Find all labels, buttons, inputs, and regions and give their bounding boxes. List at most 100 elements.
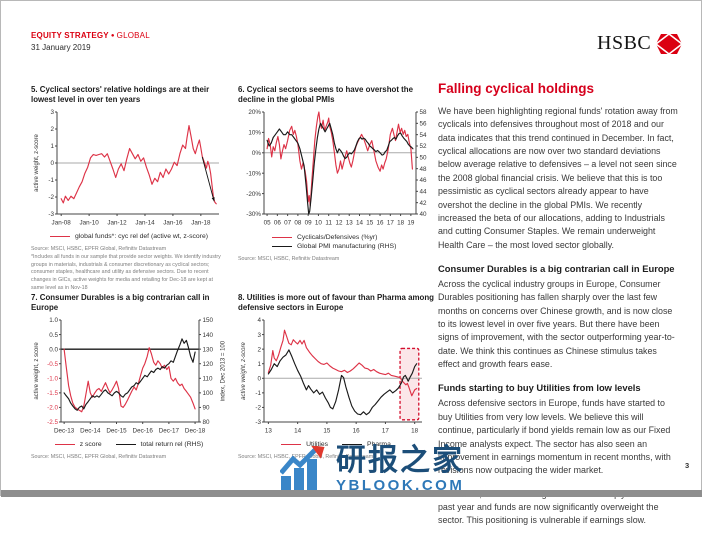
- svg-text:1.0: 1.0: [49, 317, 58, 324]
- svg-text:14: 14: [294, 428, 302, 435]
- svg-text:12: 12: [335, 220, 343, 227]
- report-category: EQUITY STRATEGY ● GLOBAL: [31, 31, 150, 40]
- chart-6-legend-item-1: Cyclicals/Defensives (%yr): [272, 234, 377, 241]
- article-paragraph-2: Across the cyclical industry groups in E…: [438, 278, 675, 370]
- article-column: Falling cyclical holdings We have been h…: [438, 81, 679, 538]
- chart-7-legend-label-2: total return rel (RHS): [140, 441, 204, 449]
- svg-text:05: 05: [264, 220, 272, 227]
- category-label: EQUITY STRATEGY: [31, 31, 109, 40]
- legend-swatch-black: [115, 444, 136, 446]
- svg-text:14: 14: [356, 220, 364, 227]
- chart-5-legend-label: global funds*: cyc rel def (active wt, z…: [75, 233, 208, 241]
- svg-text:80: 80: [203, 419, 211, 426]
- svg-text:3: 3: [50, 109, 54, 116]
- source-text: Source: MSCI, HSBC, EPFR Global, Refinit…: [31, 246, 167, 253]
- chart-8-legend-item-1: Utilities: [281, 441, 328, 448]
- chart-8-legend-label-2: Pharma: [367, 441, 391, 449]
- svg-text:18: 18: [411, 428, 419, 435]
- svg-text:08: 08: [294, 220, 302, 227]
- svg-text:-10%: -10%: [246, 171, 261, 178]
- svg-text:-30%: -30%: [246, 211, 261, 218]
- chart-5-legend: global funds*: cyc rel def (active wt, z…: [31, 233, 227, 240]
- chart-7-consumer-durables: 7. Consumer Durables is a big contrarian…: [31, 293, 227, 462]
- svg-text:10: 10: [315, 220, 323, 227]
- svg-text:Dec-14: Dec-14: [80, 428, 101, 435]
- chart-7-legend: z score total return rel (RHS): [31, 441, 227, 448]
- hsbc-wordmark: HSBC: [597, 32, 652, 54]
- svg-text:-1: -1: [48, 177, 54, 184]
- chart-6-plot: 20% 10% 0% -10% -20% -30% 58 56 54 52 50 48 46 44 42 40…: [246, 109, 428, 227]
- svg-text:13: 13: [346, 220, 354, 227]
- svg-text:120: 120: [203, 361, 214, 368]
- region-label: GLOBAL: [116, 31, 150, 40]
- chart-5-title: 5. Cyclical sectors' relative holdings a…: [31, 85, 210, 104]
- svg-text:17: 17: [382, 428, 390, 435]
- svg-text:Jan-14: Jan-14: [135, 220, 155, 227]
- svg-text:0%: 0%: [252, 150, 262, 157]
- svg-text:19: 19: [407, 220, 415, 227]
- svg-text:-2: -2: [255, 405, 261, 412]
- source-text: Source: MSCI, HSBC, Refinitiv Datastream: [238, 256, 340, 263]
- svg-text:48: 48: [420, 166, 428, 173]
- chart-6-pmi-overshoot: 6. Cyclical sectors seems to have oversh…: [238, 85, 434, 264]
- svg-text:4: 4: [257, 317, 261, 324]
- chart-7-source: Source: MSCI, HSBC, EPFR Global, Refinit…: [31, 454, 227, 462]
- svg-text:110: 110: [203, 376, 214, 383]
- chart-6-legend-label-2: Global PMI manufacturing (RHS): [297, 243, 397, 251]
- svg-text:Dec-17: Dec-17: [159, 428, 180, 435]
- bar-chart-arrow-icon: [280, 446, 325, 494]
- watermark-site: YBLOOK.COM: [336, 477, 465, 494]
- article-paragraph-3: Across defensive sectors in Europe, fund…: [438, 398, 671, 476]
- svg-text:0: 0: [257, 376, 261, 383]
- article-paragraph-1: We have been highlighting regional funds…: [438, 106, 678, 250]
- svg-text:16: 16: [353, 428, 361, 435]
- svg-text:56: 56: [420, 121, 428, 128]
- legend-swatch-red: [272, 237, 292, 239]
- svg-text:17: 17: [387, 220, 395, 227]
- svg-text:140: 140: [203, 332, 214, 339]
- svg-text:0.0: 0.0: [49, 347, 58, 354]
- chart-7-legend-label-1: z score: [79, 441, 102, 449]
- article-subheading-2: Funds starting to buy Utilities from low…: [438, 382, 641, 394]
- svg-text:Dec-13: Dec-13: [54, 428, 75, 435]
- svg-text:46: 46: [420, 177, 428, 184]
- svg-text:150: 150: [203, 317, 214, 324]
- watermark: 研报之家 YBLOOK.COM: [280, 446, 464, 494]
- svg-text:-2: -2: [48, 194, 54, 201]
- hsbc-logo: HSBC: [597, 32, 683, 55]
- svg-text:09: 09: [305, 220, 313, 227]
- svg-text:1: 1: [257, 361, 261, 368]
- legend-swatch-red: [281, 444, 302, 446]
- svg-text:-20%: -20%: [246, 191, 261, 198]
- chart-8-legend-label-1: Utilities: [306, 441, 329, 449]
- svg-text:42: 42: [420, 200, 428, 207]
- svg-text:2: 2: [257, 347, 261, 354]
- svg-text:40: 40: [420, 211, 428, 218]
- article-subheading-1: Consumer Durables is a big contrarian ca…: [438, 262, 675, 274]
- watermark-text: 研报之家 YBLOOK.COM: [336, 446, 465, 495]
- source-text: Source: MSCI, HSBC, EPFR Global, Refinit…: [31, 454, 167, 461]
- svg-text:-3: -3: [255, 419, 261, 426]
- chart-5-cyclical-holdings: 5. Cyclical sectors' relative holdings a…: [31, 85, 227, 292]
- chart-8-legend-item-2: Pharma: [342, 441, 391, 448]
- chart-8-utilities-pharma: 8. Utilities is more out of favour than …: [238, 293, 434, 462]
- svg-text:11: 11: [325, 220, 332, 227]
- svg-text:-1: -1: [255, 390, 261, 397]
- svg-text:07: 07: [284, 220, 292, 227]
- svg-text:100: 100: [203, 390, 214, 397]
- svg-text:3: 3: [257, 332, 261, 339]
- footnote-text: *Includes all funds in our sample that p…: [31, 253, 221, 291]
- svg-text:-3: -3: [48, 211, 54, 218]
- chart-7-legend-item-2: total return rel (RHS): [115, 441, 204, 449]
- svg-text:16: 16: [377, 220, 385, 227]
- svg-text:Dec-15: Dec-15: [106, 428, 127, 435]
- svg-text:-1.0: -1.0: [47, 376, 58, 383]
- svg-text:15: 15: [366, 220, 374, 227]
- page-number: 3: [685, 461, 690, 470]
- chart-8-plot: 4 3 2 1 0 -1 -2 -3 13 14 15 16 17 18 active weight, z-…: [241, 317, 422, 435]
- report-date: 31 January 2019: [31, 43, 91, 52]
- svg-text:active weight, z-score: active weight, z-score: [34, 134, 40, 192]
- svg-text:13: 13: [265, 428, 273, 435]
- chart-5-plot: 3 2 1 0 -1 -2 -3 Jan-08 Jan-10 Jan-12 Jan-14 Jan-16…: [34, 109, 219, 227]
- svg-text:-1.5: -1.5: [47, 390, 58, 397]
